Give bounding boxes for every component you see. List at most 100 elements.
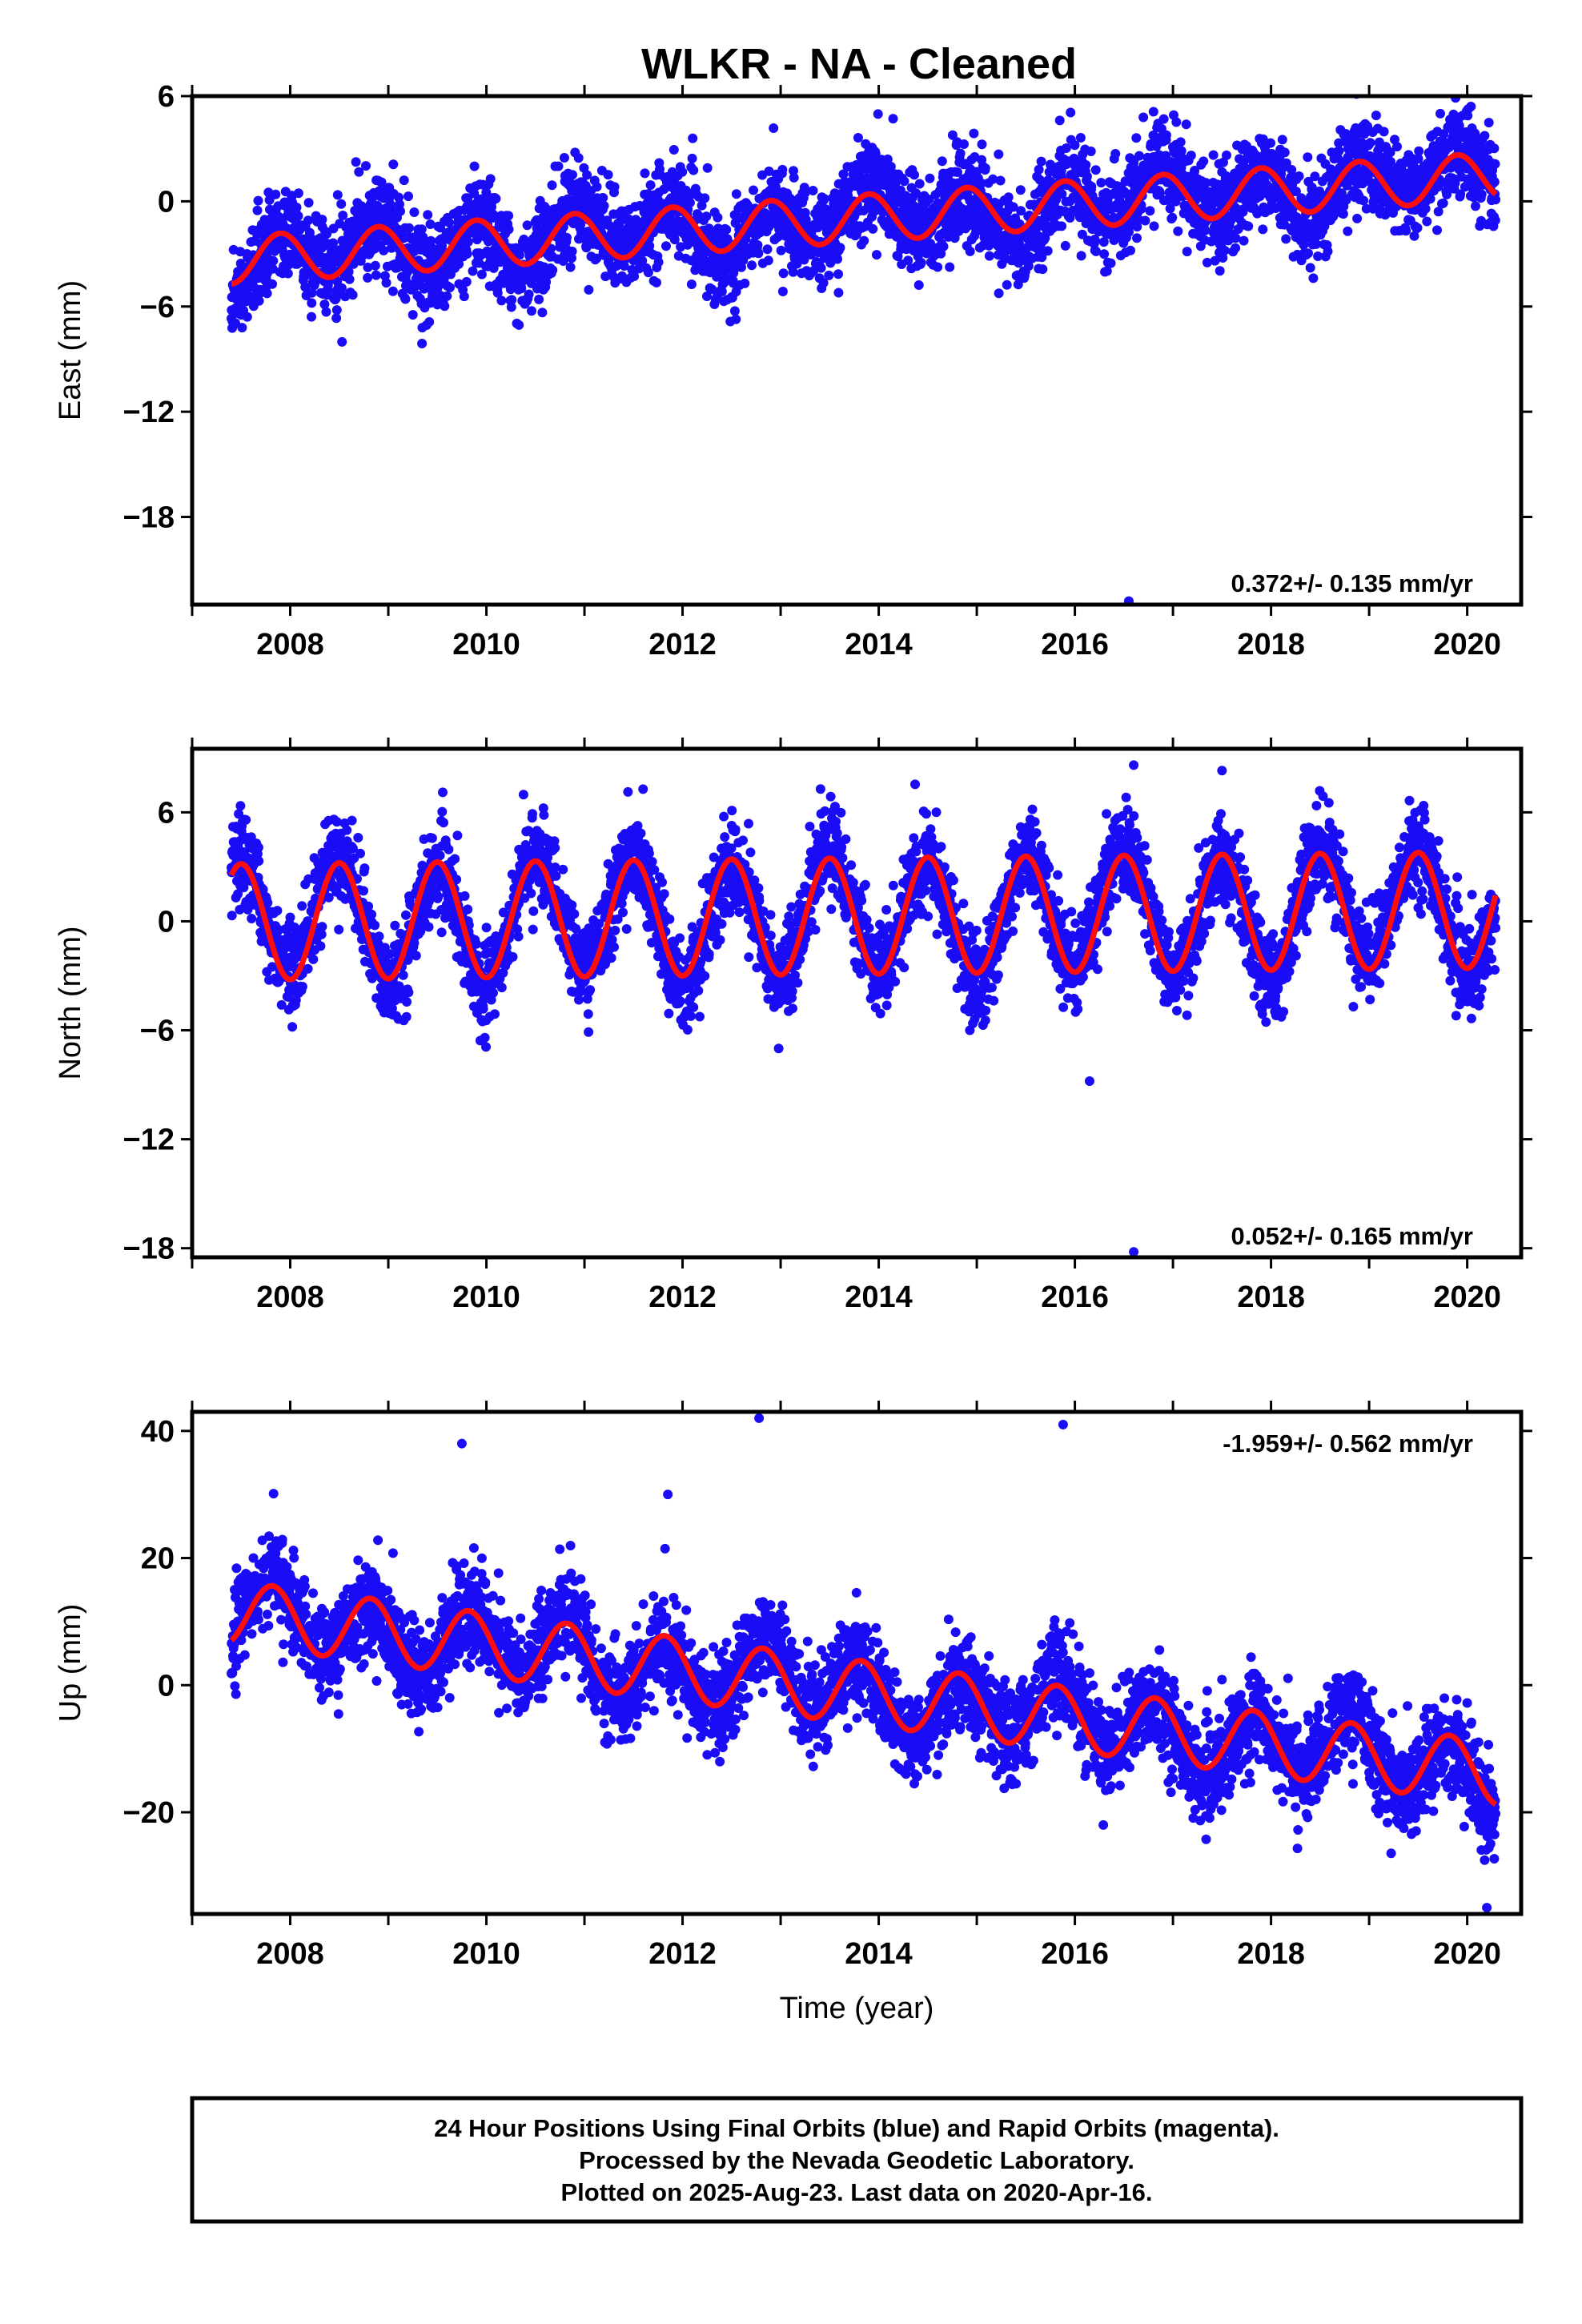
y-tick-label: −12 bbox=[123, 396, 175, 429]
position-point bbox=[371, 270, 381, 280]
position-point bbox=[824, 270, 834, 280]
position-point bbox=[868, 223, 878, 234]
position-point bbox=[553, 161, 564, 171]
position-point bbox=[1036, 156, 1046, 167]
position-point bbox=[685, 198, 695, 208]
position-point bbox=[707, 284, 717, 295]
position-point bbox=[336, 199, 347, 209]
position-point bbox=[747, 260, 757, 271]
position-point bbox=[1490, 215, 1500, 226]
position-point bbox=[702, 292, 712, 301]
position-point bbox=[945, 262, 955, 272]
position-point bbox=[1186, 151, 1196, 161]
position-point bbox=[1343, 226, 1353, 236]
position-point bbox=[959, 139, 969, 149]
position-point bbox=[1126, 245, 1135, 255]
position-point bbox=[1401, 226, 1411, 236]
position-point bbox=[639, 220, 649, 231]
position-point bbox=[1471, 201, 1480, 211]
position-point bbox=[321, 238, 331, 248]
position-point bbox=[994, 149, 1004, 159]
position-point bbox=[1422, 216, 1432, 227]
y-tick-label: −18 bbox=[123, 501, 175, 535]
position-point bbox=[435, 850, 445, 861]
position-point bbox=[401, 910, 411, 920]
position-point bbox=[683, 239, 693, 249]
position-point bbox=[1379, 127, 1389, 137]
position-point bbox=[445, 283, 455, 292]
position-point bbox=[514, 250, 524, 260]
position-point bbox=[1131, 133, 1142, 143]
position-point bbox=[603, 170, 613, 180]
position-point bbox=[1002, 279, 1012, 290]
position-point bbox=[598, 193, 608, 203]
position-point bbox=[370, 260, 380, 271]
position-point bbox=[888, 114, 898, 124]
position-point bbox=[1484, 118, 1494, 128]
position-point bbox=[1145, 206, 1155, 216]
position-point bbox=[899, 176, 909, 187]
position-point bbox=[788, 267, 798, 277]
position-point bbox=[933, 262, 943, 272]
position-point bbox=[253, 195, 263, 206]
position-point bbox=[308, 954, 319, 964]
position-point bbox=[425, 219, 436, 229]
position-point bbox=[235, 801, 246, 811]
position-point bbox=[307, 298, 317, 308]
position-point bbox=[317, 215, 327, 225]
position-point bbox=[1086, 181, 1097, 191]
position-point bbox=[424, 317, 435, 327]
position-point bbox=[731, 189, 741, 199]
position-point bbox=[592, 253, 602, 263]
position-point bbox=[344, 274, 355, 284]
position-point bbox=[1167, 212, 1178, 223]
position-point bbox=[753, 248, 764, 259]
position-point bbox=[753, 240, 763, 250]
position-point bbox=[789, 172, 799, 183]
position-point bbox=[372, 200, 383, 211]
position-point bbox=[283, 268, 293, 279]
position-point bbox=[1432, 225, 1442, 235]
position-point bbox=[423, 210, 433, 220]
position-point bbox=[1171, 117, 1182, 127]
position-point bbox=[342, 825, 352, 835]
position-point bbox=[462, 249, 472, 259]
position-point bbox=[1365, 138, 1375, 148]
position-point bbox=[937, 156, 947, 167]
position-point bbox=[1258, 224, 1268, 235]
position-point bbox=[687, 153, 697, 163]
position-point bbox=[241, 814, 251, 825]
position-point bbox=[337, 336, 347, 347]
position-point bbox=[1266, 138, 1275, 148]
position-point bbox=[334, 924, 344, 935]
position-point bbox=[293, 188, 303, 199]
position-point bbox=[582, 170, 592, 180]
position-point bbox=[370, 920, 380, 931]
position-point bbox=[469, 161, 480, 171]
position-point bbox=[355, 848, 365, 858]
position-point bbox=[1480, 131, 1490, 141]
position-point bbox=[1243, 221, 1254, 231]
position-point bbox=[995, 175, 1006, 186]
position-point bbox=[1412, 223, 1423, 233]
position-point bbox=[506, 302, 516, 312]
position-point bbox=[338, 211, 348, 220]
position-point bbox=[297, 982, 307, 991]
position-point bbox=[351, 157, 361, 167]
position-point bbox=[463, 904, 473, 915]
position-point bbox=[1057, 221, 1067, 231]
position-point bbox=[336, 283, 347, 293]
position-point bbox=[1140, 215, 1150, 226]
position-point bbox=[1076, 251, 1086, 261]
y-tick-label: −6 bbox=[140, 291, 175, 324]
position-point bbox=[1090, 165, 1101, 175]
position-point bbox=[534, 294, 544, 304]
east-panel: 2008 2010 2012 2014 2016 2018 202060−6−12−18Ea… bbox=[54, 77, 1532, 661]
position-point bbox=[808, 186, 818, 195]
position-point bbox=[1443, 77, 1453, 86]
position-point bbox=[955, 148, 966, 159]
position-point bbox=[303, 215, 313, 226]
position-point bbox=[777, 164, 788, 175]
x-tick-label: 2008 bbox=[256, 628, 324, 661]
